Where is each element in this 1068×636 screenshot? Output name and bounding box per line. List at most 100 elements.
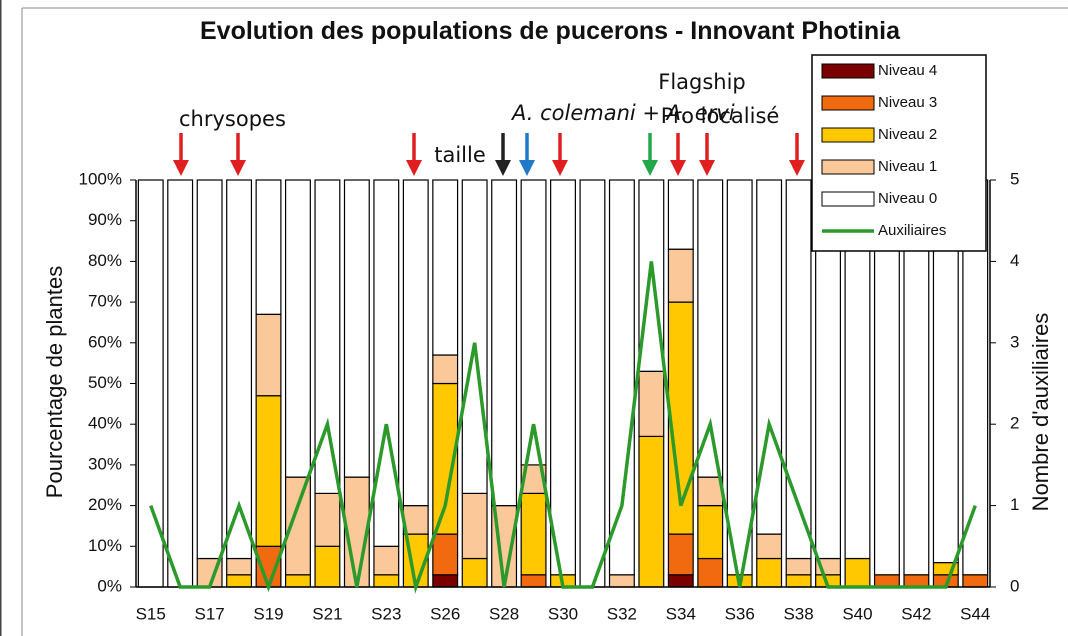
bar-segment [255, 313, 282, 397]
bar-segment [785, 557, 812, 576]
bar-segment [726, 179, 753, 576]
bar-segment [373, 179, 400, 547]
legend-swatch [821, 191, 875, 207]
y2-tick-label: 1 [1010, 495, 1019, 514]
y-tick-label: 50% [88, 373, 122, 392]
bar-segment [402, 505, 429, 535]
bar-segment [962, 574, 989, 588]
bar-segment [432, 574, 459, 588]
x-tick-label: S32 [607, 604, 637, 623]
arrow-head [230, 160, 246, 176]
bar-segment [667, 248, 694, 303]
bar-segment [343, 179, 370, 478]
bar-segment [785, 179, 812, 560]
x-tick-label: S36 [725, 604, 755, 623]
annotation: chrysopes [179, 107, 286, 131]
aux-line [149, 261, 977, 594]
annotation: A. colemani + A. ervi [510, 101, 735, 125]
legend-swatch [821, 63, 875, 79]
bar-segment [844, 557, 871, 588]
legend-swatch [821, 95, 875, 111]
y2-tick-label: 2 [1010, 414, 1019, 433]
bar-segment [667, 533, 694, 576]
y2-axis-label: Nombre d'auxiliaires [1028, 313, 1053, 512]
bar-segment [873, 574, 900, 588]
legend-box [811, 54, 987, 252]
bar-segment [167, 179, 194, 588]
bar-segment [255, 395, 282, 547]
bar-segment [903, 574, 930, 588]
y-tick-label: 30% [88, 454, 122, 473]
bar-segment [608, 179, 635, 576]
bar-segment [667, 179, 694, 250]
bar-segment [608, 574, 635, 588]
bar-segment [226, 179, 253, 560]
bar-segment [432, 533, 459, 576]
y-tick-label: 40% [88, 414, 122, 433]
y2-tick-label: 3 [1010, 332, 1019, 351]
y-tick-label: 0% [97, 576, 122, 595]
legend-swatch [821, 127, 875, 143]
legend-label: Niveau 4 [878, 62, 937, 79]
bar-segment [284, 179, 311, 478]
bar-segment [520, 492, 547, 576]
bar-segment [196, 179, 223, 560]
bar-segment [520, 574, 547, 588]
x-tick-label: S21 [312, 604, 342, 623]
arrow-head [519, 160, 535, 176]
x-tick-label: S28 [489, 604, 519, 623]
bar-segment [314, 492, 341, 547]
y-tick-label: 90% [88, 210, 122, 229]
y-tick-label: 20% [88, 495, 122, 514]
x-tick-label: S30 [548, 604, 578, 623]
bar-segment [697, 557, 724, 588]
x-tick-label: S40 [842, 604, 872, 623]
arrow-head [670, 160, 686, 176]
annotation: Pro localisé [661, 104, 780, 128]
arrow-head [173, 160, 189, 176]
arrow-head [789, 160, 805, 176]
bar-segment [491, 179, 518, 507]
bar-segment [520, 179, 547, 466]
bar-segment [638, 435, 665, 588]
bar-segment [697, 505, 724, 560]
x-tick-label: S34 [666, 604, 696, 623]
chart-title: Evolution des populations de pucerons - … [199, 17, 901, 45]
x-tick-label: S15 [136, 604, 166, 623]
legend-label: Niveau 0 [878, 190, 937, 207]
x-tick-label: S42 [901, 604, 931, 623]
y-tick-label: 60% [88, 332, 122, 351]
arrow-head [495, 160, 511, 176]
y2-tick-label: 4 [1010, 251, 1019, 270]
bar-segment [255, 179, 282, 315]
x-tick-label: S23 [371, 604, 401, 623]
x-tick-label: S26 [430, 604, 460, 623]
arrow-head [642, 160, 658, 176]
x-tick-label: S17 [194, 604, 224, 623]
bar-segment [226, 574, 253, 588]
x-tick-label: S19 [253, 604, 283, 623]
legend-label: Niveau 1 [878, 158, 937, 175]
y-tick-label: 100% [79, 169, 122, 188]
legend-label: Niveau 2 [878, 126, 937, 143]
bar-segment [373, 545, 400, 576]
y-tick-label: 80% [88, 251, 122, 270]
y-tick-label: 70% [88, 292, 122, 311]
bar-segment [785, 574, 812, 588]
bar-segment [697, 476, 724, 507]
annotation: taille [434, 143, 486, 167]
x-tick-label: S38 [783, 604, 813, 623]
bar-segment [461, 557, 488, 588]
bar-segment [638, 370, 665, 438]
y-axis-label: Pourcentage de plantes [42, 266, 67, 498]
annotation: Flagship [658, 70, 746, 94]
bar-segment [226, 557, 253, 576]
x-tick-label: S44 [960, 604, 990, 623]
bar-segment [756, 557, 783, 588]
bar-segment [432, 354, 459, 385]
bar-segment [461, 179, 488, 494]
y-tick-label: 10% [88, 536, 122, 555]
bar-segment [579, 179, 606, 588]
arrow-head [699, 160, 715, 176]
